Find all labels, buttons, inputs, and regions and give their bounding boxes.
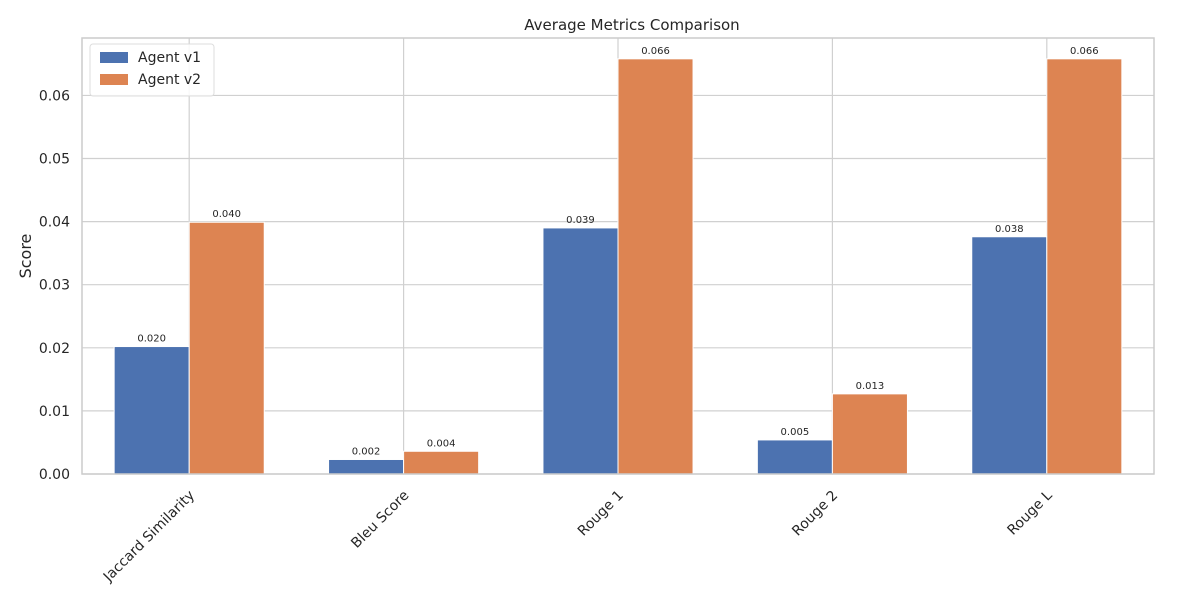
bars bbox=[113, 58, 1123, 475]
bar bbox=[328, 458, 405, 475]
bar-value-label: 0.039 bbox=[566, 215, 595, 226]
bar-value-label: 0.005 bbox=[781, 427, 810, 438]
y-tick-label: 0.02 bbox=[39, 341, 70, 357]
bar bbox=[542, 227, 619, 475]
bar bbox=[1046, 58, 1123, 475]
legend-label: Agent v2 bbox=[138, 72, 201, 88]
bar bbox=[756, 439, 833, 475]
bar-value-label: 0.013 bbox=[856, 381, 885, 392]
bar-value-label: 0.038 bbox=[995, 224, 1024, 235]
data-labels: 0.020 0.002 0.039 0.005 0.038 0.040 0.004 0.066… bbox=[137, 46, 1098, 458]
chart-title: Average Metrics Comparison bbox=[524, 16, 739, 34]
bar-value-label: 0.066 bbox=[641, 46, 670, 57]
bar bbox=[617, 58, 694, 475]
bar bbox=[113, 346, 190, 475]
legend-swatch bbox=[100, 52, 128, 63]
x-tick-label: Rouge 1 bbox=[575, 488, 627, 540]
bar-value-label: 0.066 bbox=[1070, 46, 1099, 57]
bar bbox=[188, 221, 265, 475]
bar-value-label: 0.020 bbox=[137, 334, 166, 345]
x-tick-label: Rouge 2 bbox=[789, 488, 841, 540]
legend: Agent v1 Agent v2 bbox=[89, 43, 215, 97]
bar bbox=[403, 450, 480, 475]
bar-value-label: 0.004 bbox=[427, 438, 456, 449]
plot-frame bbox=[81, 37, 1155, 475]
bar bbox=[831, 393, 908, 475]
bar-value-label: 0.002 bbox=[352, 446, 381, 457]
y-tick-label: 0.04 bbox=[39, 215, 70, 231]
legend-swatch bbox=[100, 74, 128, 85]
y-tick-label: 0.00 bbox=[39, 467, 70, 483]
legend-label: Agent v1 bbox=[138, 50, 201, 66]
x-tick-label: Jaccard Similarity bbox=[100, 488, 198, 586]
bar-value-label: 0.040 bbox=[212, 209, 241, 220]
bar bbox=[971, 236, 1048, 475]
y-axis-label: Score bbox=[16, 234, 35, 279]
y-tick-label: 0.06 bbox=[39, 88, 70, 104]
y-tick-label: 0.01 bbox=[39, 404, 70, 420]
x-tick-label: Rouge L bbox=[1005, 487, 1056, 538]
y-tick-label: 0.05 bbox=[39, 152, 70, 168]
x-tick-label: Bleu Score bbox=[348, 488, 412, 552]
y-tick-label: 0.03 bbox=[39, 278, 70, 294]
